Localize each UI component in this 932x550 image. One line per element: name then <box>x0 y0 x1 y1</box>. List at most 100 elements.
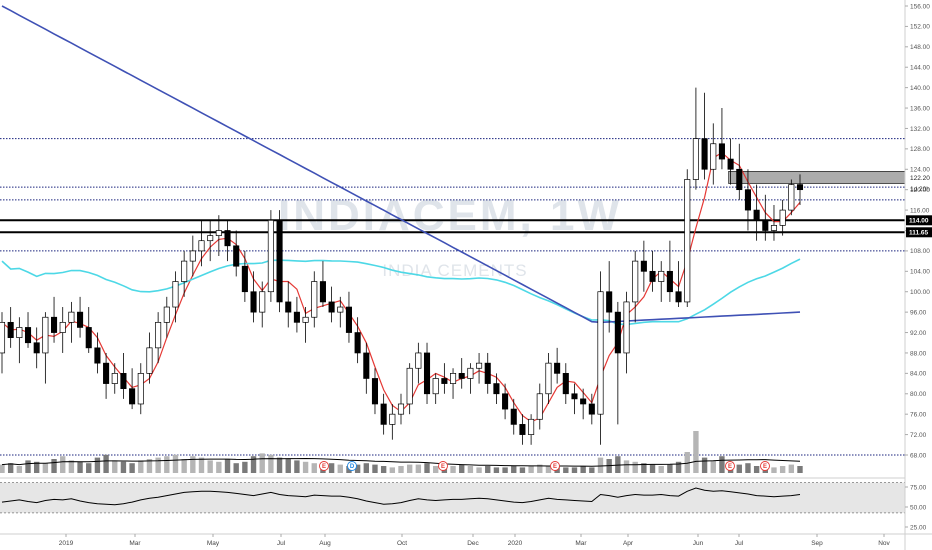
volume-bar <box>502 467 508 473</box>
volume-bar <box>16 466 23 473</box>
price-tick-label: 120.00 <box>910 187 930 194</box>
volume-bar <box>233 463 239 473</box>
rsi-pane[interactable] <box>0 482 905 514</box>
earnings-marker <box>550 461 560 471</box>
volume-bar <box>216 461 222 473</box>
candle-body <box>718 143 725 160</box>
resistance-zone[interactable] <box>728 171 906 184</box>
price-tick-label: 136.00 <box>910 105 930 112</box>
earnings-marker <box>760 461 770 471</box>
candle-body <box>241 265 248 293</box>
volume-bar <box>537 464 543 473</box>
price-tick-label: 80.00 <box>910 391 927 398</box>
candle-body <box>658 270 665 282</box>
event-marker-letter: E <box>728 464 732 470</box>
volume-bar <box>406 464 413 473</box>
price-tick-label: 96.00 <box>910 309 927 316</box>
candle-body <box>163 306 170 323</box>
time-tick-label: Jun <box>693 540 704 547</box>
volume-bar <box>34 461 40 473</box>
candle-body <box>42 316 49 354</box>
volume-bar <box>710 460 716 473</box>
time-scale[interactable]: 2019 Mar May Jul Aug Oct Dec 2020 Mar Apr Jun Jul Se… <box>59 534 891 547</box>
volume-bar <box>476 467 482 473</box>
volume-bar <box>181 459 187 473</box>
candle-body <box>120 373 127 390</box>
volume-bar <box>641 463 647 473</box>
horizontal-levels[interactable] <box>0 138 905 456</box>
time-tick-label: Jul <box>277 540 286 547</box>
price-scale[interactable]: 156.00 152.00 148.00 144.00 140.00 136.00 132.… <box>905 3 932 459</box>
volume-bar <box>389 467 396 473</box>
price-tick-label: 76.00 <box>910 411 927 418</box>
last-price-label: 122.20 <box>910 175 930 182</box>
price-tick-label: 116.00 <box>910 207 930 214</box>
countdown-label: 1d 20h <box>910 186 930 193</box>
event-marker-letter: E <box>763 464 767 470</box>
level-tag-label: 114.00 <box>909 218 929 225</box>
volume-bar <box>658 466 664 473</box>
volume-bar <box>632 461 638 473</box>
volume-bar <box>25 460 31 473</box>
time-tick-label: May <box>207 540 220 547</box>
candle-body <box>337 306 344 313</box>
candle-body <box>441 378 448 384</box>
candle-body <box>510 408 517 425</box>
volume-bar <box>372 464 378 473</box>
volume-bar <box>172 454 179 473</box>
volume-bar <box>302 461 309 473</box>
price-tick-label: 152.00 <box>910 24 930 31</box>
candle-body <box>562 373 569 395</box>
volume-bar <box>779 466 786 473</box>
last-price-background <box>906 173 932 182</box>
price-tick-label: 84.00 <box>910 371 927 378</box>
volume-bar <box>285 459 291 473</box>
candle-body <box>103 362 110 384</box>
mid-moving-average <box>1 258 801 326</box>
volume-bar <box>693 431 699 473</box>
candle-body <box>397 403 405 415</box>
volume-bar <box>120 461 127 473</box>
candle-body <box>198 240 205 252</box>
candle-body <box>189 250 196 262</box>
candle-body <box>484 362 491 384</box>
price-tick-label: 124.00 <box>910 167 930 174</box>
watermark-name: INDIA CEMENTS <box>382 261 527 280</box>
volume-bar <box>60 456 66 473</box>
candle-body <box>753 209 760 221</box>
candle-body <box>233 245 240 267</box>
candle-body <box>606 291 613 313</box>
volume-bar <box>745 463 751 473</box>
time-tick-label: 2020 <box>508 540 523 547</box>
candle-body <box>0 321 6 354</box>
rsi-scale[interactable]: 75.00 50.00 25.00 <box>905 484 927 531</box>
volume-bar <box>146 459 153 473</box>
candle-body <box>146 347 153 374</box>
volume-bar <box>363 463 369 473</box>
event-marker-letter: D <box>350 464 355 470</box>
event-marker-letter: E <box>553 464 557 470</box>
price-tick-label: 140.00 <box>910 85 930 92</box>
candle-body <box>710 143 717 170</box>
candle-body <box>224 230 231 247</box>
volume-bar <box>155 457 161 473</box>
earnings-marker <box>319 461 329 471</box>
candlestick-series <box>0 87 804 445</box>
volume-bar <box>667 464 673 473</box>
last-price-tag: 122.20 1d 20h <box>906 173 932 193</box>
candle-body <box>614 311 621 354</box>
volume-bar <box>380 466 387 473</box>
candle-body <box>450 373 457 384</box>
volume-bars <box>0 431 803 473</box>
volume-bar <box>519 467 526 473</box>
volume-bar <box>528 466 534 473</box>
candle-body <box>59 321 66 333</box>
time-tick-label: Oct <box>397 540 407 547</box>
candle-body <box>770 225 778 231</box>
candle-body <box>276 219 283 303</box>
volume-bar <box>354 464 361 473</box>
volume-bar <box>207 460 213 473</box>
price-tick-label: 132.00 <box>910 126 930 133</box>
